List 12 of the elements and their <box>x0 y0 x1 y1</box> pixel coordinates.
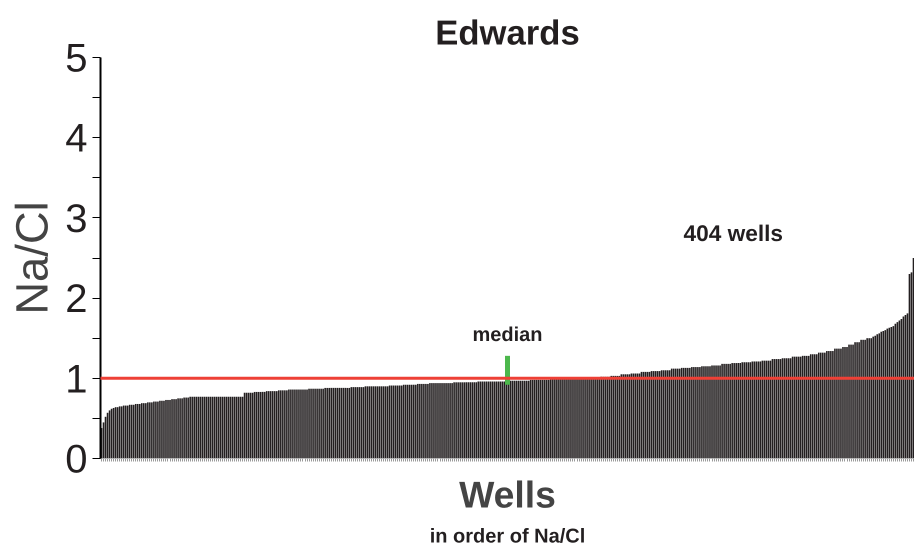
annotation: median <box>472 324 543 346</box>
y-tick-label: 3 <box>65 196 88 241</box>
annotation: 404 wells <box>684 220 784 246</box>
y-tick-label: 0 <box>65 438 88 482</box>
y-axis-title: Na/Cl <box>6 201 58 315</box>
y-tick-label: 4 <box>65 116 88 161</box>
y-tick-label: 2 <box>65 277 88 322</box>
y-tick-label: 5 <box>65 36 88 80</box>
y-tick-label: 1 <box>65 357 88 402</box>
text: in order of Na/Cl <box>430 526 586 548</box>
x-axis-title: Wells <box>459 474 556 516</box>
chart-title: Edwards <box>435 14 580 52</box>
